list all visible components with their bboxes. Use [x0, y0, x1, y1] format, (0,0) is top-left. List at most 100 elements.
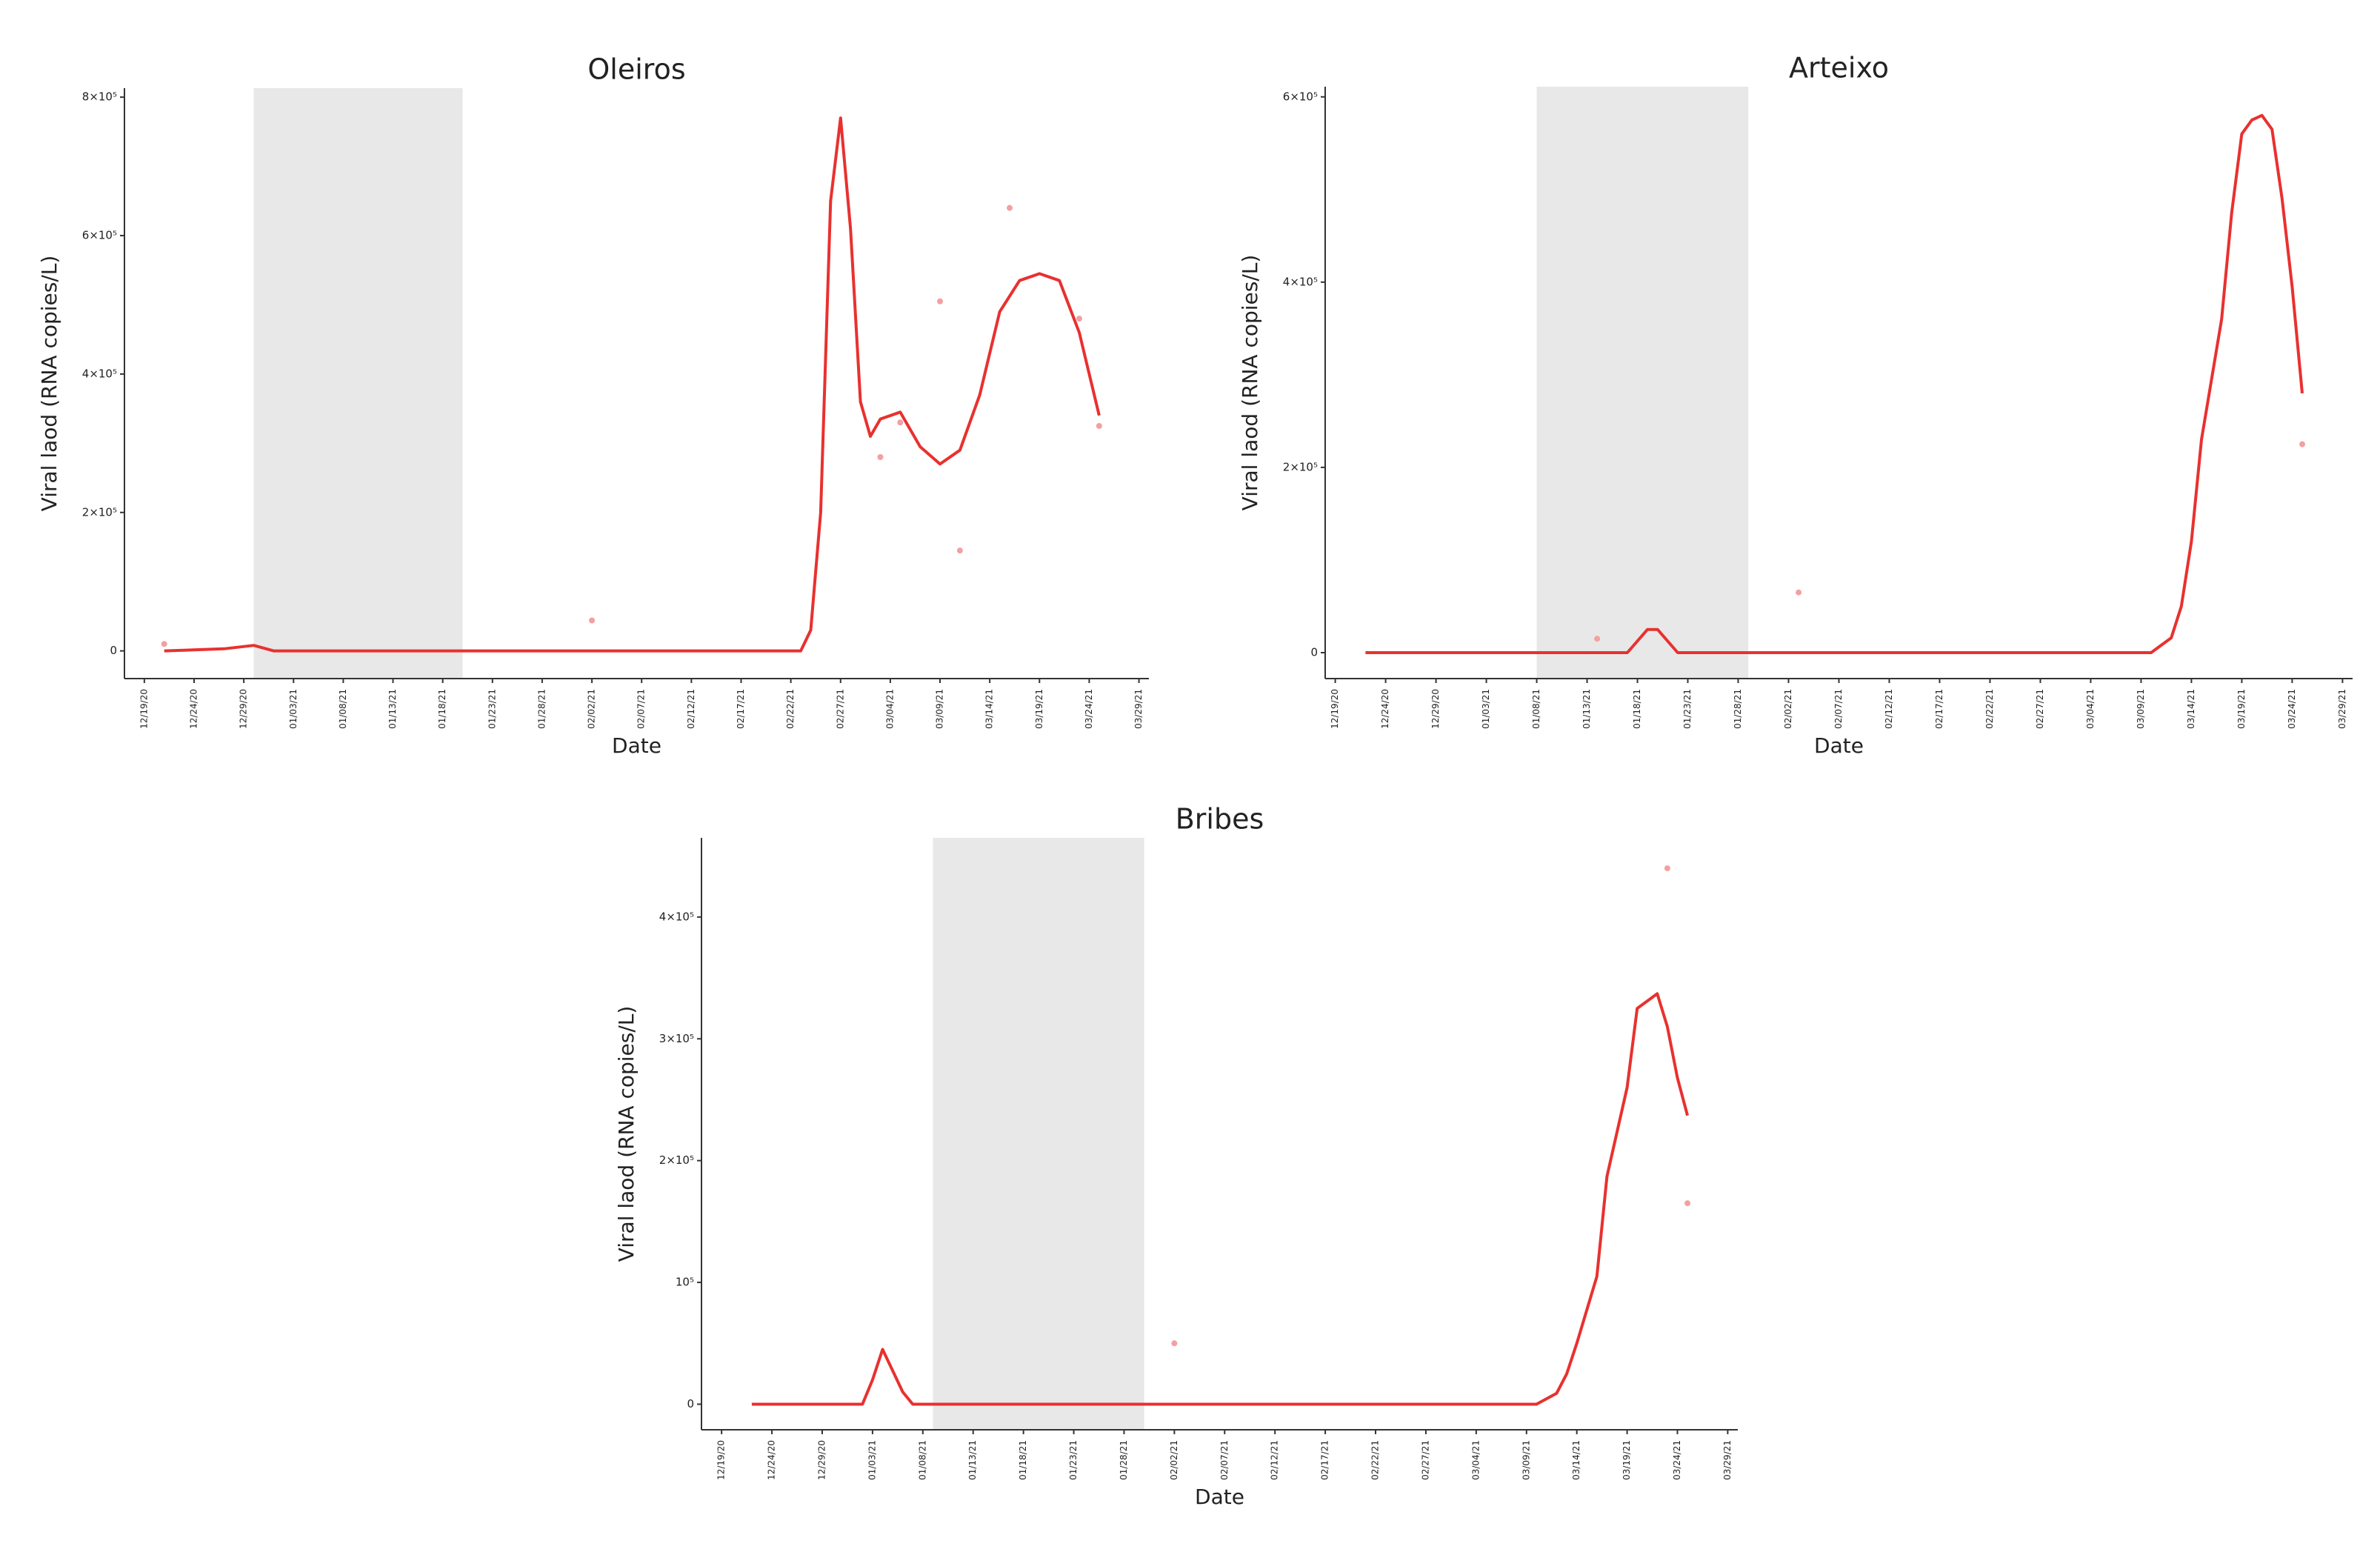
x-axis-label: Date — [1814, 733, 1864, 758]
x-tick-label: 12/19/20 — [716, 1440, 727, 1480]
data-point — [1171, 1340, 1178, 1347]
x-tick-label: 03/29/21 — [1722, 1440, 1733, 1480]
x-tick-label: 02/07/21 — [636, 689, 647, 729]
x-tick-label: 01/18/21 — [1018, 1440, 1028, 1480]
x-tick-label: 03/29/21 — [1133, 689, 1144, 729]
x-tick-label: 03/24/21 — [1672, 1440, 1682, 1480]
y-tick-label: 0 — [1310, 645, 1318, 659]
x-tick-label: 03/19/21 — [1034, 689, 1044, 729]
x-tick-label: 03/14/21 — [984, 689, 995, 729]
y-axis-label: Viral laod (RNA copies/L) — [614, 1006, 639, 1262]
x-tick-label: 03/24/21 — [2287, 689, 2297, 729]
x-tick-label: 12/24/20 — [188, 689, 199, 729]
x-tick-label: 03/09/21 — [935, 689, 945, 729]
panel: Oleiros Date Viral laod (RNA copies/L) 0 2×1… — [37, 53, 1149, 758]
y-axis-label: Viral laod (RNA copies/L) — [37, 256, 61, 512]
data-point — [1664, 865, 1670, 872]
shaded-period — [933, 838, 1144, 1430]
x-tick-label: 01/13/21 — [387, 689, 398, 729]
x-tick-label: 01/28/21 — [1119, 1440, 1129, 1480]
x-tick-label: 03/04/21 — [884, 689, 895, 729]
y-tick-label: 6×10⁵ — [82, 229, 117, 242]
data-point — [1076, 316, 1083, 322]
x-tick-label: 03/04/21 — [1470, 1440, 1481, 1480]
data-point — [956, 547, 963, 554]
x-tick-label: 01/03/21 — [1481, 689, 1491, 729]
y-tick-label: 3×10⁵ — [659, 1032, 694, 1045]
y-tick-label: 0 — [687, 1397, 694, 1411]
x-tick-label: 02/22/21 — [1370, 1440, 1381, 1480]
trend-line — [751, 992, 1690, 1406]
x-tick-label: 02/02/21 — [1783, 689, 1793, 729]
x-tick-label: 03/29/21 — [2337, 689, 2347, 729]
x-tick-label: 02/22/21 — [1984, 689, 1995, 729]
y-tick-label: 2×10⁵ — [82, 505, 117, 519]
x-tick-label: 01/28/21 — [1733, 689, 1743, 729]
x-tick-label: 02/17/21 — [736, 689, 746, 729]
x-tick-label: 12/29/20 — [239, 689, 249, 729]
x-tick-label: 03/04/21 — [2085, 689, 2096, 729]
panel: Bribes Date Viral laod (RNA copies/L) 0 10⁵ 2… — [614, 803, 1738, 1509]
x-tick-label: 12/24/20 — [767, 1440, 777, 1480]
data-point — [1684, 1200, 1691, 1207]
data-point — [1007, 204, 1013, 211]
y-tick-label: 8×10⁵ — [82, 90, 117, 104]
x-tick-label: 03/14/21 — [2186, 689, 2196, 729]
shaded-period — [253, 88, 463, 679]
x-axis-label: Date — [1195, 1485, 1244, 1509]
x-tick-label: 03/09/21 — [2136, 689, 2146, 729]
x-tick-label: 03/19/21 — [2236, 689, 2247, 729]
x-tick-label: 02/02/21 — [587, 689, 597, 729]
x-tick-label: 02/27/21 — [835, 689, 845, 729]
y-tick-label: 2×10⁵ — [1283, 460, 1318, 473]
x-tick-label: 03/24/21 — [1084, 689, 1094, 729]
chart-title: Bribes — [1176, 803, 1264, 836]
data-point — [1594, 636, 1601, 642]
data-point — [877, 454, 884, 461]
x-tick-label: 02/07/21 — [1219, 1440, 1230, 1480]
panel: Arteixo Date Viral laod (RNA copies/L) 0 2×1… — [1238, 52, 2353, 758]
data-point — [589, 617, 596, 624]
x-tick-label: 01/08/21 — [1531, 689, 1541, 729]
x-tick-label: 02/22/21 — [785, 689, 796, 729]
x-tick-label: 01/23/21 — [487, 689, 497, 729]
x-tick-label: 01/03/21 — [867, 1440, 877, 1480]
shaded-period — [1536, 87, 1749, 679]
x-tick-label: 03/19/21 — [1621, 1440, 1632, 1480]
y-tick-label: 0 — [110, 644, 117, 657]
x-tick-label: 12/19/20 — [139, 689, 149, 729]
y-tick-label: 6×10⁵ — [1283, 90, 1318, 103]
y-tick-label: 4×10⁵ — [659, 910, 694, 923]
x-tick-label: 01/13/21 — [1581, 689, 1592, 729]
x-tick-label: 12/19/20 — [1330, 689, 1340, 729]
chart-title: Oleiros — [587, 53, 685, 86]
x-tick-label: 02/12/21 — [1884, 689, 1894, 729]
x-tick-label: 02/07/21 — [1833, 689, 1844, 729]
data-point — [937, 298, 944, 304]
data-point — [2299, 441, 2306, 447]
x-tick-label: 01/08/21 — [338, 689, 348, 729]
data-point — [1096, 422, 1102, 429]
x-tick-label: 02/12/21 — [686, 689, 696, 729]
y-tick-label: 4×10⁵ — [1283, 275, 1318, 288]
y-tick-label: 2×10⁵ — [659, 1153, 694, 1167]
x-tick-label: 01/03/21 — [288, 689, 299, 729]
x-axis-label: Date — [612, 733, 661, 758]
data-point — [161, 641, 167, 647]
x-tick-label: 02/12/21 — [1270, 1440, 1280, 1480]
x-tick-label: 12/29/20 — [816, 1440, 827, 1480]
data-point — [897, 419, 904, 426]
x-tick-label: 01/23/21 — [1068, 1440, 1079, 1480]
y-tick-label: 4×10⁵ — [82, 367, 117, 380]
x-tick-label: 03/14/21 — [1571, 1440, 1581, 1480]
x-tick-label: 12/24/20 — [1380, 689, 1390, 729]
x-tick-label: 01/13/21 — [967, 1440, 978, 1480]
chart-title: Arteixo — [1789, 52, 1889, 84]
data-point — [1796, 589, 1802, 596]
y-tick-label: 10⁵ — [676, 1276, 694, 1289]
trend-line — [164, 116, 1101, 653]
x-tick-label: 01/18/21 — [437, 689, 447, 729]
x-tick-label: 02/27/21 — [2035, 689, 2045, 729]
